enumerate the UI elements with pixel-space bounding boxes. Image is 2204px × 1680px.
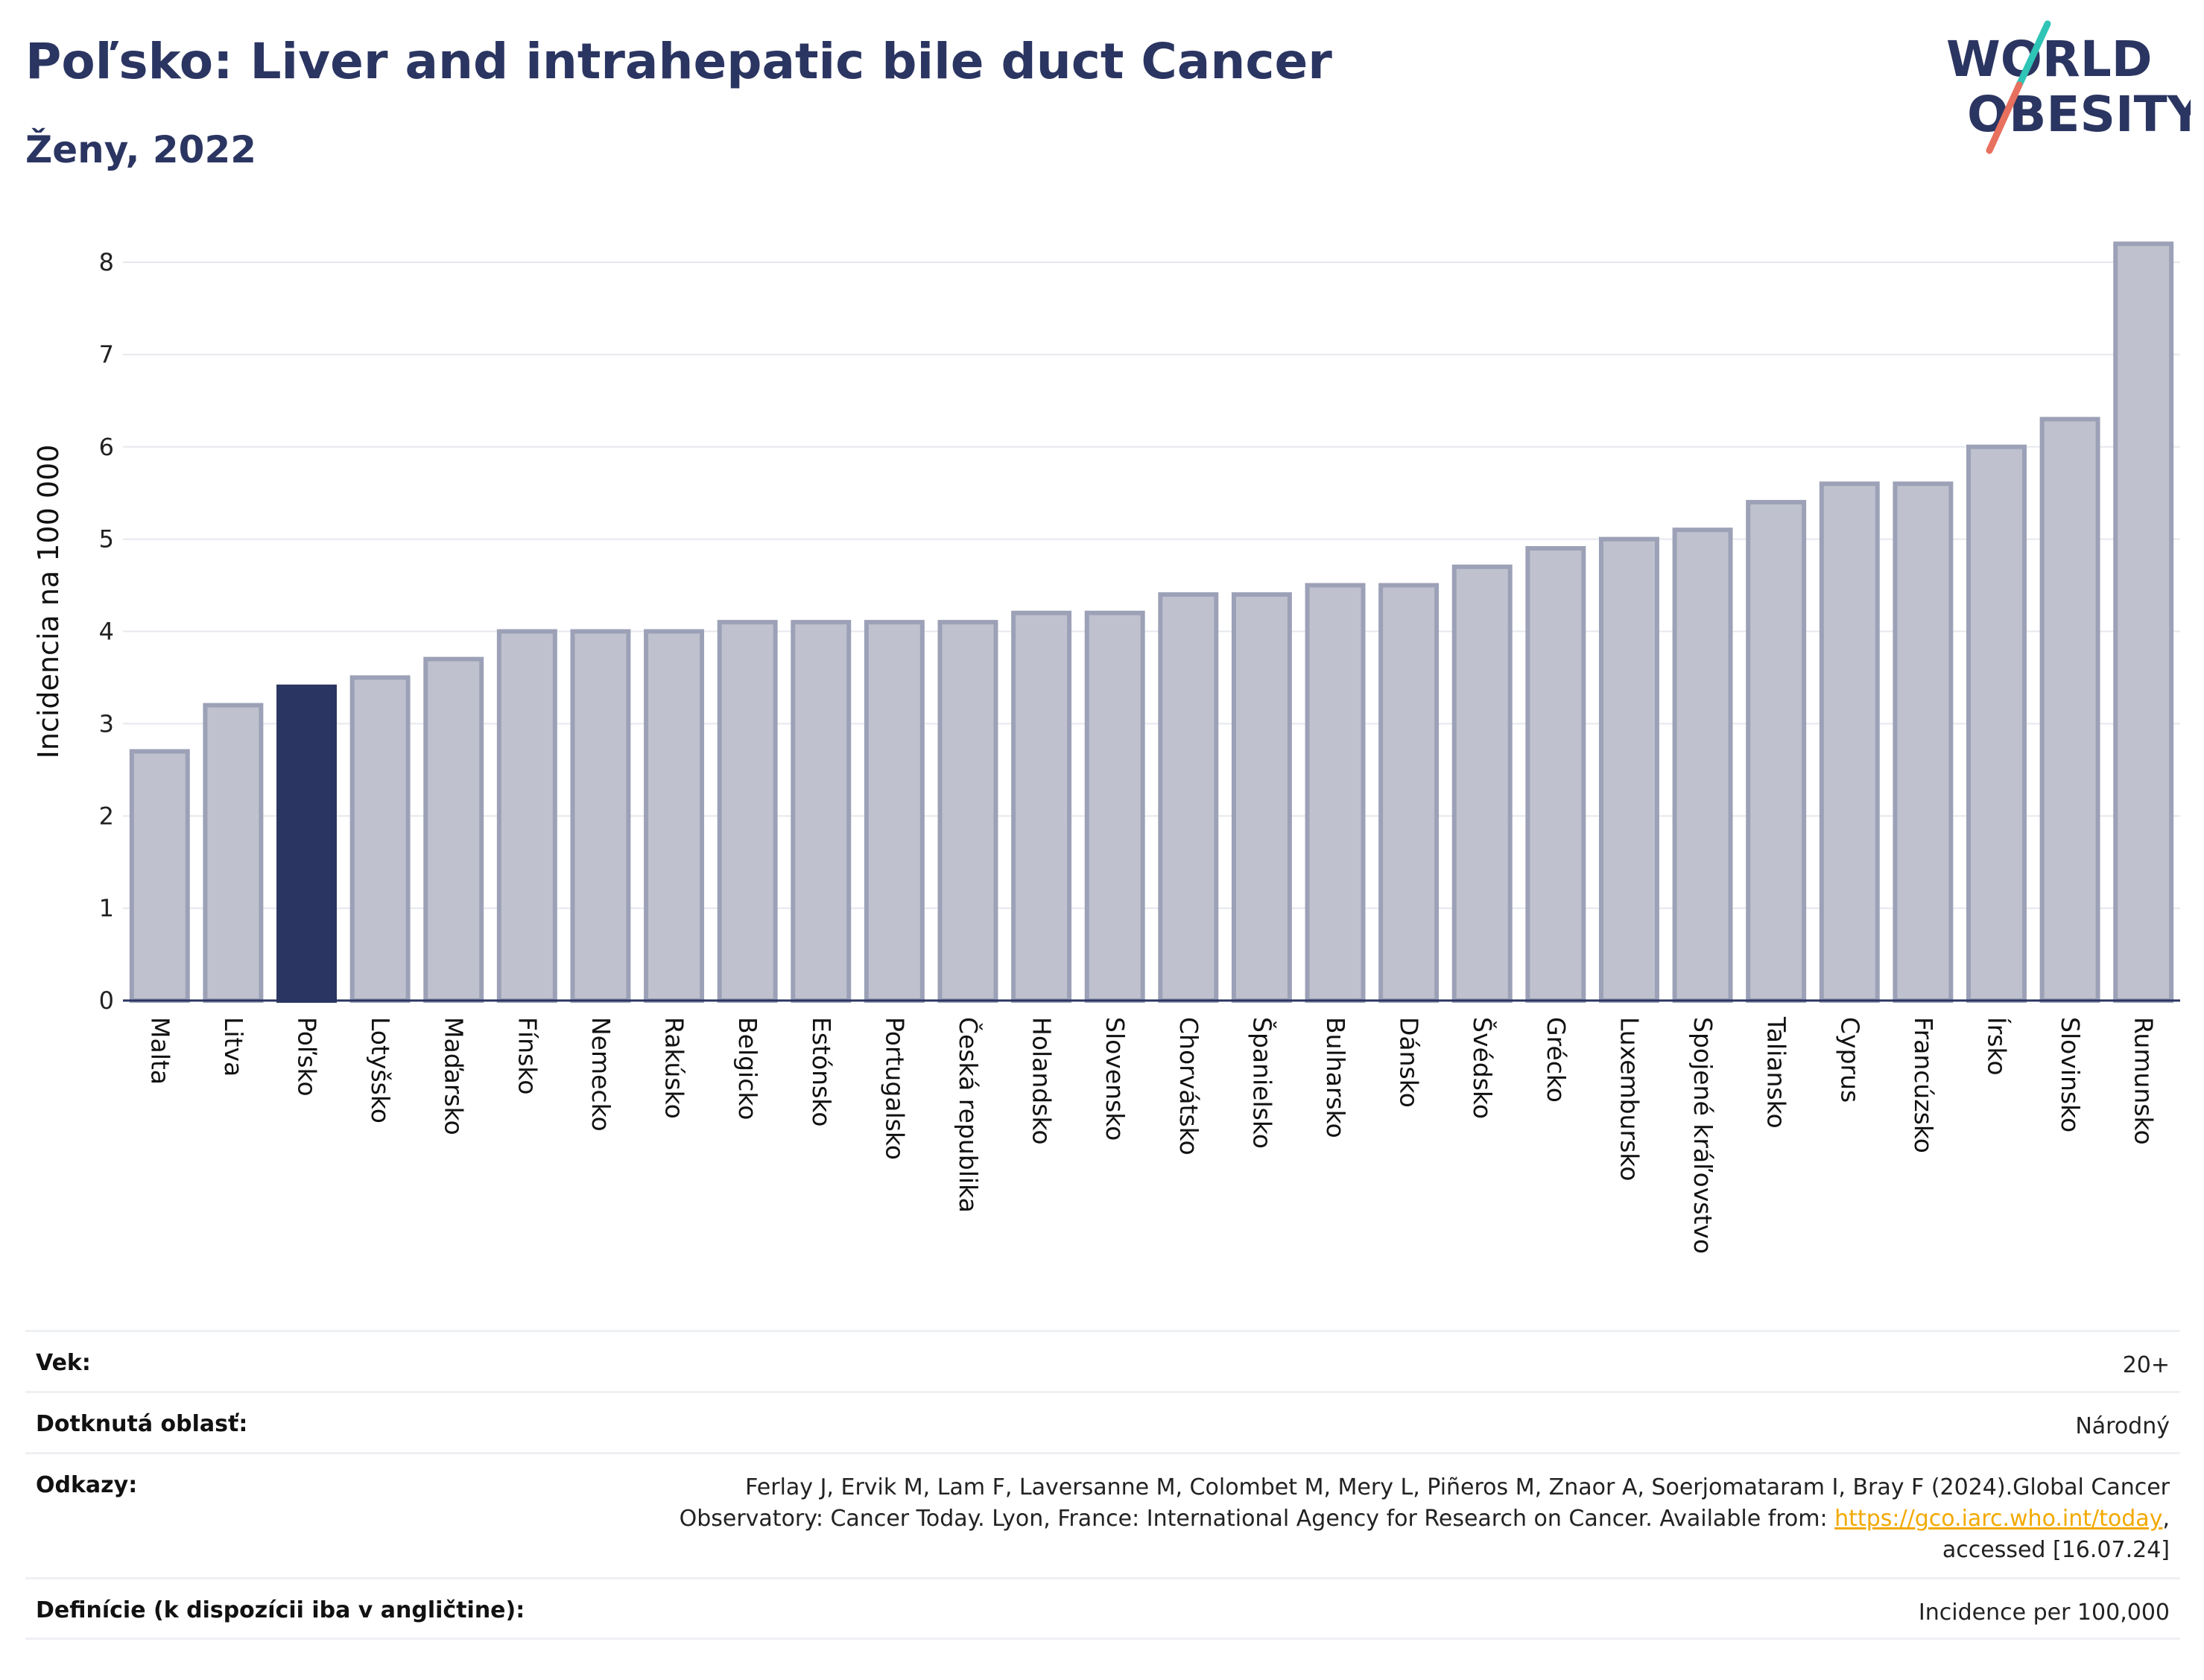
bar-Španielsko[interactable]: [1231, 592, 1292, 1003]
bar-Francúzsko[interactable]: [1893, 481, 1954, 1003]
chart-subtitle: Ženy, 2022: [25, 128, 257, 171]
y-axis-ticks: 0 1 2 3 4 5 6 7 8: [99, 248, 114, 1015]
bar-Rumunsko[interactable]: [2113, 241, 2174, 1004]
refs-line2-end: ,: [2162, 1506, 2170, 1532]
x-tick-label: Švédsko: [1468, 1017, 1498, 1119]
x-tick-label: Lotyšsko: [366, 1017, 395, 1123]
y-tick-label: 7: [99, 340, 114, 369]
y-tick-label: 4: [99, 618, 114, 646]
area-key: Dotknutá oblasť:: [36, 1411, 248, 1437]
bars: [129, 241, 2174, 1004]
logo-line1: WORLD: [1946, 31, 2153, 88]
bar-Portugalsko[interactable]: [864, 620, 925, 1003]
bar-Írsko[interactable]: [1966, 444, 2027, 1003]
refs-key: Odkazy:: [36, 1472, 138, 1498]
bar-Chorvátsko[interactable]: [1158, 592, 1219, 1003]
x-tick-label: Maďarsko: [440, 1017, 469, 1135]
info-table: Vek: 20+ Dotknutá oblasť: Národný Odkazy…: [25, 1330, 2180, 1640]
refs-line3: accessed [16.07.24]: [1942, 1537, 2170, 1563]
definitions-value: Incidence per 100,000: [1918, 1600, 2170, 1626]
meta-row-refs: Odkazy: Ferlay J, Ervik M, Lam F, Lavers…: [25, 1452, 2180, 1577]
meta-row-definitions: Definície (k dispozícii iba v angličtine…: [25, 1577, 2180, 1640]
x-tick-label: Taliansko: [1762, 1016, 1791, 1129]
bar-Nemecko[interactable]: [570, 629, 631, 1003]
refs-line1: Ferlay J, Ervik M, Lam F, Laversanne M, …: [745, 1474, 2170, 1500]
x-tick-label: Slovinsko: [2056, 1017, 2085, 1132]
x-tick-label: Rakúsko: [660, 1017, 689, 1119]
world-obesity-logo: WORLD OBESITY: [1946, 20, 2191, 154]
definitions-key: Definície (k dispozícii iba v angličtine…: [36, 1597, 525, 1623]
bar-Malta[interactable]: [129, 749, 190, 1003]
bar-Holandsko[interactable]: [1011, 610, 1072, 1003]
chart-title: Poľsko: Liver and intrahepatic bile duct…: [25, 33, 1332, 90]
bar-Belgicko[interactable]: [717, 620, 778, 1003]
x-tick-label: Nemecko: [586, 1017, 615, 1132]
bar-Bulharsko[interactable]: [1305, 583, 1366, 1003]
meta-row-age: Vek: 20+: [25, 1330, 2180, 1391]
y-tick-label: 8: [99, 248, 114, 276]
x-tick-label: Francúzsko: [1909, 1017, 1938, 1153]
x-tick-label: Cyprus: [1835, 1017, 1864, 1103]
x-tick-label: Poľsko: [293, 1017, 322, 1097]
x-tick-label: Dánsko: [1395, 1017, 1424, 1108]
bar-Dánsko[interactable]: [1378, 583, 1440, 1003]
refs-line2: Observatory: Cancer Today. Lyon, France:…: [679, 1506, 1835, 1532]
refs-link[interactable]: https://gco.iarc.who.int/today: [1834, 1506, 2163, 1532]
bar-Lotyšsko[interactable]: [349, 675, 411, 1003]
meta-row-area: Dotknutá oblasť: Národný: [25, 1391, 2180, 1452]
x-tick-label: Estónsko: [807, 1017, 836, 1126]
bar-chart: 0 1 2 3 4 5 6 7 8 Malta Litva Poľsko Lotyšsko Maďars…: [32, 241, 2180, 1254]
bar-Taliansko[interactable]: [1746, 500, 1807, 1003]
age-key: Vek:: [36, 1350, 91, 1376]
x-tick-label: Belgicko: [733, 1017, 762, 1120]
bar-Cyprus[interactable]: [1819, 481, 1880, 1003]
x-tick-label: Fínsko: [513, 1017, 542, 1094]
bar-Luxembursko[interactable]: [1598, 536, 1659, 1003]
bar-Švédsko[interactable]: [1451, 564, 1513, 1003]
x-tick-label: Česká republika: [954, 1017, 984, 1213]
y-tick-label: 0: [99, 986, 114, 1015]
x-tick-label: Holandsko: [1027, 1017, 1057, 1145]
x-tick-label: Spojené kráľovstvo: [1688, 1017, 1717, 1254]
refs-value: Ferlay J, Ervik M, Lam F, Laversanne M, …: [680, 1472, 2170, 1566]
area-value: Národný: [2075, 1413, 2170, 1439]
y-tick-label: 2: [99, 802, 114, 830]
x-tick-label: Bulharsko: [1321, 1017, 1350, 1138]
x-tick-label: Portugalsko: [880, 1017, 909, 1160]
x-tick-label: Slovensko: [1101, 1017, 1130, 1141]
x-tick-label: Írsko: [1982, 1017, 2012, 1076]
y-tick-label: 3: [99, 709, 114, 738]
y-tick-label: 6: [99, 433, 114, 461]
x-tick-label: Litva: [219, 1017, 248, 1077]
bar-Slovensko[interactable]: [1084, 610, 1145, 1003]
x-axis-labels: Malta Litva Poľsko Lotyšsko Maďarsko Fínsko Ne…: [145, 1016, 2158, 1254]
bar-Rakúsko[interactable]: [644, 629, 705, 1003]
bar-Spojené kráľovstvo[interactable]: [1672, 527, 1733, 1003]
bar-Slovinsko[interactable]: [2039, 416, 2100, 1003]
y-tick-label: 1: [99, 894, 114, 922]
age-value: 20+: [2122, 1352, 2170, 1378]
bar-Česká republika[interactable]: [937, 620, 998, 1003]
x-tick-label: Rumunsko: [2129, 1017, 2159, 1145]
bar-Grécko[interactable]: [1525, 546, 1586, 1003]
y-tick-label: 5: [99, 525, 114, 554]
bar-Litva[interactable]: [203, 703, 264, 1003]
bar-Estónsko[interactable]: [791, 620, 852, 1003]
x-tick-label: Chorvátsko: [1174, 1017, 1203, 1156]
x-tick-label: Španielsko: [1247, 1017, 1277, 1149]
x-tick-label: Grécko: [1542, 1017, 1571, 1103]
x-tick-label: Malta: [145, 1017, 174, 1085]
y-axis-label: Incidencia na 100 000: [32, 445, 65, 759]
bar-Poľsko[interactable]: [276, 684, 337, 1003]
bar-Fínsko[interactable]: [496, 629, 557, 1003]
bar-Maďarsko[interactable]: [423, 656, 484, 1003]
x-tick-label: Luxembursko: [1615, 1017, 1644, 1181]
